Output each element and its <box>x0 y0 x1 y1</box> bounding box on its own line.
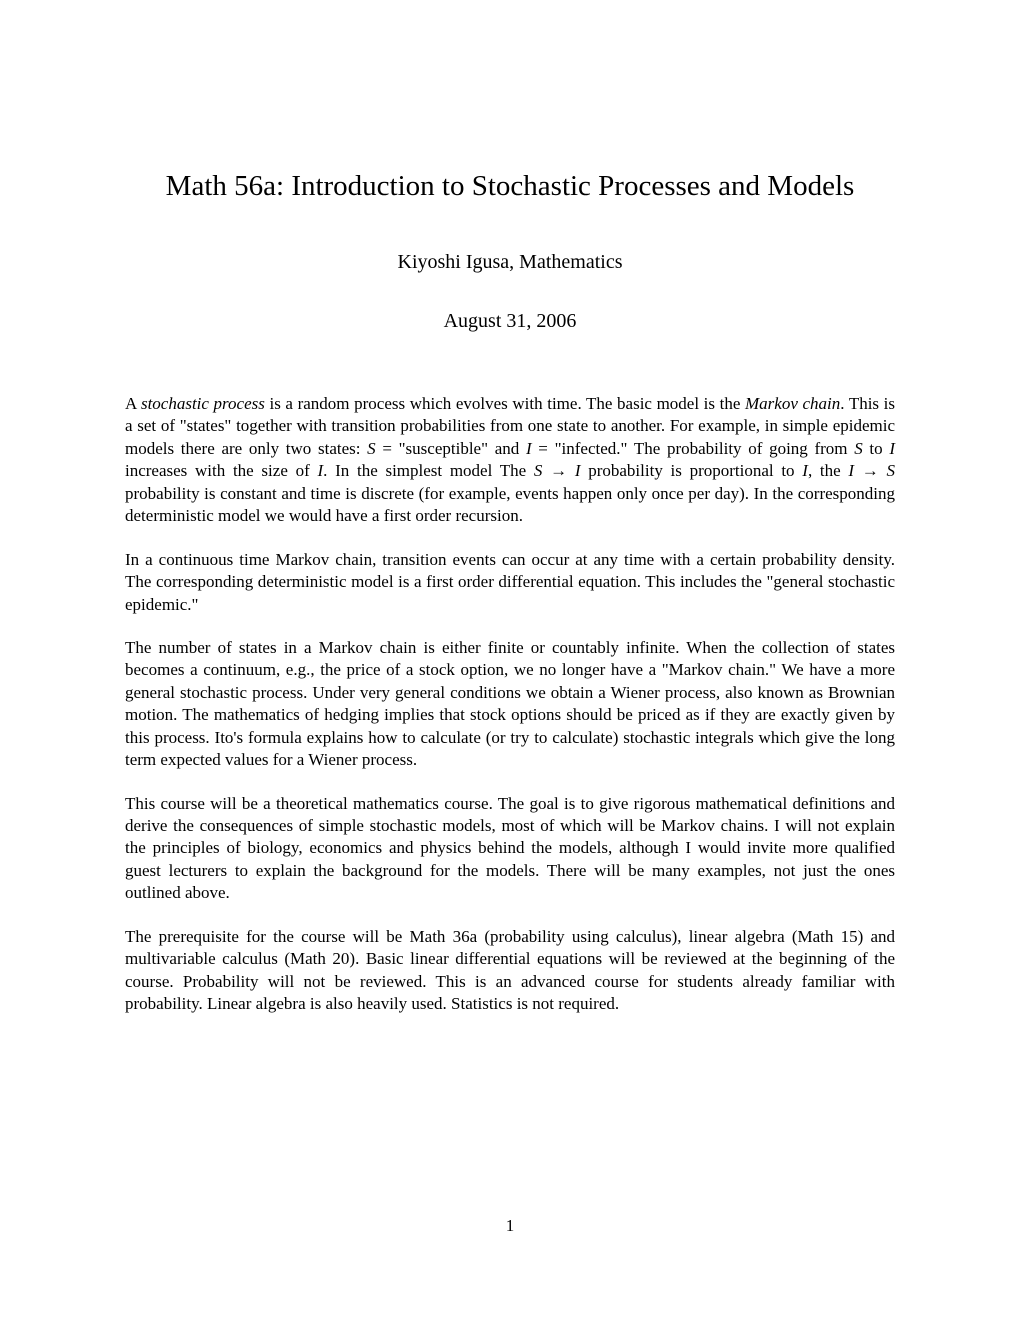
text: to <box>863 439 890 458</box>
paragraph-1: A stochastic process is a random process… <box>125 393 895 528</box>
paragraph-5: The prerequisite for the course will be … <box>125 926 895 1016</box>
text: . In the simplest model The <box>323 461 534 480</box>
text: → <box>542 461 574 480</box>
document-author: Kiyoshi Igusa, Mathematics <box>125 251 895 274</box>
document-title: Math 56a: Introduction to Stochastic Pro… <box>125 170 895 203</box>
text: , the <box>808 461 848 480</box>
text: probability is constant and time is disc… <box>125 484 895 525</box>
math-var: S <box>854 439 863 458</box>
page-number: 1 <box>0 1216 1020 1236</box>
text: increases with the size of <box>125 461 317 480</box>
text: → <box>854 461 886 480</box>
math-var: S <box>887 461 896 480</box>
text: A <box>125 394 141 413</box>
paragraph-4: This course will be a theoretical mathem… <box>125 793 895 905</box>
text: probability is proportional to <box>581 461 803 480</box>
math-var: I <box>889 439 895 458</box>
text: = "susceptible" and <box>376 439 526 458</box>
document-page: Math 56a: Introduction to Stochastic Pro… <box>0 0 1020 1016</box>
text: = "infected." The probability of going f… <box>532 439 855 458</box>
paragraph-2: In a continuous time Markov chain, trans… <box>125 549 895 616</box>
text: is a random process which evolves with t… <box>265 394 745 413</box>
paragraph-3: The number of states in a Markov chain i… <box>125 637 895 772</box>
italic-term: stochastic process <box>141 394 265 413</box>
document-date: August 31, 2006 <box>125 310 895 333</box>
italic-term: Markov chain <box>745 394 840 413</box>
math-var: S <box>367 439 376 458</box>
